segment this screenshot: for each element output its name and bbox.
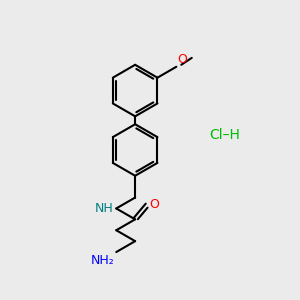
Text: O: O: [177, 53, 187, 66]
Text: NH₂: NH₂: [91, 254, 114, 267]
Text: NH: NH: [94, 202, 113, 215]
Text: Cl–H: Cl–H: [209, 128, 240, 142]
Text: O: O: [149, 198, 159, 212]
